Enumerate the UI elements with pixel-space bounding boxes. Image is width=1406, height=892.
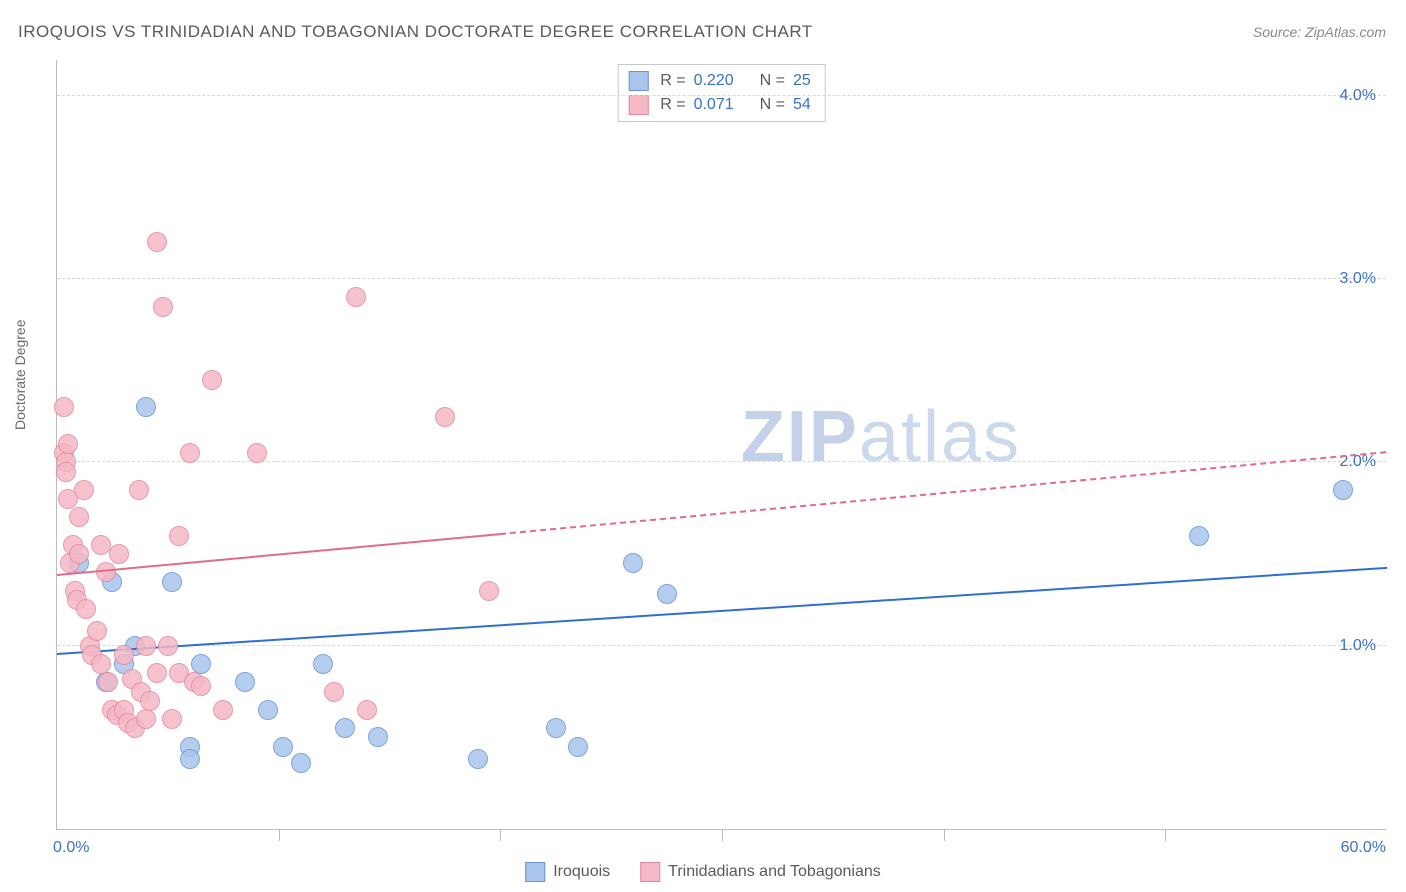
legend-label: Trinidadians and Tobagonians <box>668 863 881 881</box>
scatter-point-iroquois <box>191 654 211 674</box>
scatter-point-trinidadian <box>69 507 89 527</box>
scatter-point-iroquois <box>1189 526 1209 546</box>
x-tick <box>944 829 945 841</box>
y-tick-label: 1.0% <box>1340 637 1376 655</box>
n-label: N = <box>760 72 785 90</box>
gridline <box>57 278 1386 279</box>
scatter-point-trinidadian <box>202 370 222 390</box>
scatter-point-trinidadian <box>162 709 182 729</box>
scatter-point-iroquois <box>291 753 311 773</box>
scatter-point-trinidadian <box>324 682 344 702</box>
legend-item: Iroquois <box>525 862 610 882</box>
scatter-point-trinidadian <box>129 480 149 500</box>
scatter-point-iroquois <box>623 553 643 573</box>
scatter-point-trinidadian <box>435 407 455 427</box>
r-label: R = <box>660 72 685 90</box>
scatter-point-trinidadian <box>96 562 116 582</box>
watermark-atlas: atlas <box>859 396 1021 476</box>
stats-legend-box: R = 0.220 N = 25 R = 0.071 N = 54 <box>617 64 826 122</box>
plot-area: ZIPatlas R = 0.220N = 25R = 0.071N = 54 … <box>56 60 1386 830</box>
x-tick <box>722 829 723 841</box>
scatter-point-trinidadian <box>147 232 167 252</box>
n-label: N = <box>760 96 785 114</box>
scatter-point-trinidadian <box>136 709 156 729</box>
x-tick <box>1165 829 1166 841</box>
x-tick <box>500 829 501 841</box>
scatter-point-trinidadian <box>180 443 200 463</box>
legend-item: Trinidadians and Tobagonians <box>640 862 881 882</box>
y-tick-label: 3.0% <box>1340 270 1376 288</box>
scatter-point-trinidadian <box>158 636 178 656</box>
x-max-label: 60.0% <box>1341 839 1386 857</box>
stats-row-trinidadian: R = 0.071 N = 54 <box>628 93 811 117</box>
scatter-point-trinidadian <box>169 526 189 546</box>
scatter-point-iroquois <box>258 700 278 720</box>
scatter-point-trinidadian <box>357 700 377 720</box>
scatter-point-trinidadian <box>87 621 107 641</box>
scatter-point-trinidadian <box>114 645 134 665</box>
swatch-trinidadian <box>628 95 648 115</box>
scatter-point-trinidadian <box>191 676 211 696</box>
source-label: Source: ZipAtlas.com <box>1253 24 1386 40</box>
scatter-point-iroquois <box>657 584 677 604</box>
scatter-point-trinidadian <box>153 297 173 317</box>
scatter-point-iroquois <box>313 654 333 674</box>
scatter-point-trinidadian <box>140 691 160 711</box>
scatter-point-trinidadian <box>69 544 89 564</box>
scatter-point-trinidadian <box>54 397 74 417</box>
x-tick <box>279 829 280 841</box>
regression-line-iroquois <box>57 567 1387 655</box>
watermark-zip: ZIP <box>741 396 859 476</box>
bottom-legend: Iroquois Trinidadians and Tobagonians <box>525 862 881 882</box>
scatter-point-trinidadian <box>98 672 118 692</box>
y-tick-label: 4.0% <box>1340 87 1376 105</box>
scatter-point-iroquois <box>546 718 566 738</box>
x-min-label: 0.0% <box>53 839 89 857</box>
scatter-point-trinidadian <box>213 700 233 720</box>
gridline <box>57 645 1386 646</box>
scatter-point-iroquois <box>136 397 156 417</box>
chart-title: IROQUOIS VS TRINIDADIAN AND TOBAGONIAN D… <box>18 22 813 42</box>
legend-swatch <box>525 862 545 882</box>
r-value-iroquois: 0.220 <box>694 72 734 90</box>
scatter-point-iroquois <box>162 572 182 592</box>
scatter-point-iroquois <box>235 672 255 692</box>
stats-row-iroquois: R = 0.220 N = 25 <box>628 69 811 93</box>
legend-swatch <box>640 862 660 882</box>
scatter-point-iroquois <box>468 749 488 769</box>
legend-label: Iroquois <box>553 863 610 881</box>
y-axis-label: Doctorate Degree <box>12 319 28 430</box>
scatter-point-trinidadian <box>91 654 111 674</box>
scatter-point-trinidadian <box>58 434 78 454</box>
scatter-point-trinidadian <box>56 462 76 482</box>
scatter-point-trinidadian <box>76 599 96 619</box>
n-value-iroquois: 25 <box>793 72 811 90</box>
scatter-point-trinidadian <box>147 663 167 683</box>
scatter-point-iroquois <box>335 718 355 738</box>
scatter-point-iroquois <box>180 749 200 769</box>
scatter-point-iroquois <box>568 737 588 757</box>
scatter-point-trinidadian <box>479 581 499 601</box>
scatter-point-trinidadian <box>247 443 267 463</box>
scatter-point-trinidadian <box>346 287 366 307</box>
r-label: R = <box>660 96 685 114</box>
scatter-point-trinidadian <box>136 636 156 656</box>
scatter-point-iroquois <box>273 737 293 757</box>
scatter-point-trinidadian <box>109 544 129 564</box>
gridline <box>57 95 1386 96</box>
scatter-point-iroquois <box>1333 480 1353 500</box>
scatter-point-iroquois <box>368 727 388 747</box>
n-value-trinidadian: 54 <box>793 96 811 114</box>
r-value-trinidadian: 0.071 <box>694 96 734 114</box>
swatch-iroquois <box>628 71 648 91</box>
regression-line-trinidadian-dashed <box>500 451 1387 535</box>
watermark: ZIPatlas <box>741 395 1021 477</box>
scatter-point-trinidadian <box>74 480 94 500</box>
